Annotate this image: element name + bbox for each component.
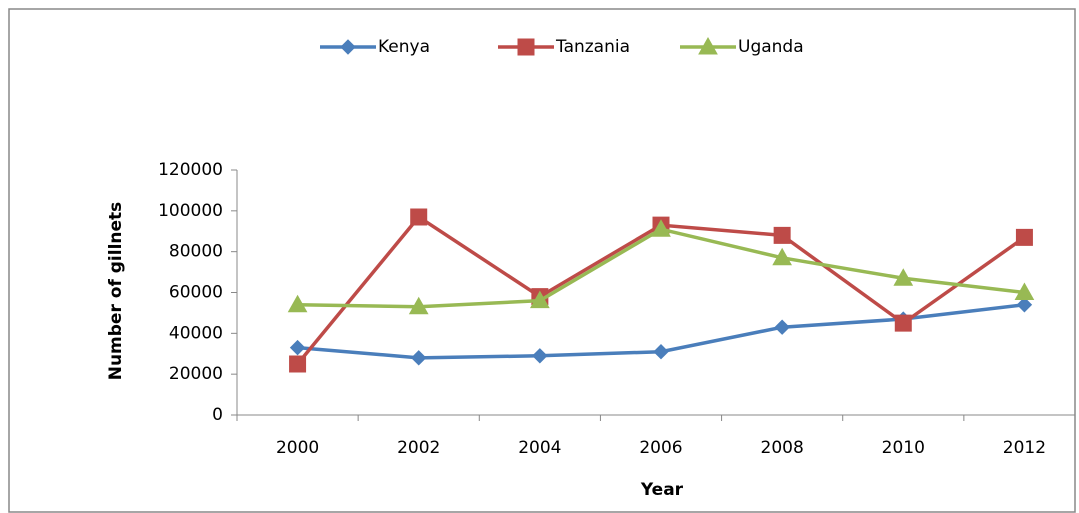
y-tick-label: 100000 xyxy=(158,201,223,221)
y-tick-label: 0 xyxy=(212,405,223,425)
legend-marker xyxy=(340,39,356,55)
data-point xyxy=(1014,282,1035,300)
data-point xyxy=(772,247,792,266)
data-point xyxy=(651,219,671,237)
data-point xyxy=(893,268,914,286)
x-tick-label: 2000 xyxy=(276,438,319,458)
data-point xyxy=(408,296,429,315)
data-point xyxy=(532,348,548,364)
legend-label: Kenya xyxy=(378,37,430,57)
y-tick-label: 60000 xyxy=(169,283,223,303)
y-tick-label: 20000 xyxy=(169,364,223,384)
data-point xyxy=(773,226,791,244)
data-point xyxy=(289,355,307,373)
data-point xyxy=(1015,228,1033,246)
data-point xyxy=(894,314,912,332)
x-tick-label: 2010 xyxy=(882,438,925,458)
data-point xyxy=(287,294,308,313)
x-tick-label: 2012 xyxy=(1003,438,1046,458)
data-point xyxy=(289,339,306,356)
y-tick-label: 40000 xyxy=(169,323,223,343)
data-point xyxy=(410,208,428,226)
y-axis-title: Number of gillnets xyxy=(106,202,126,381)
data-point xyxy=(1016,297,1033,313)
x-axis-title: Year xyxy=(640,480,684,500)
x-tick-label: 2008 xyxy=(761,438,804,458)
data-point xyxy=(411,350,427,366)
chart-frame xyxy=(8,8,1076,513)
x-tick-label: 2004 xyxy=(518,438,561,458)
data-point xyxy=(530,290,550,309)
legend-label: Uganda xyxy=(738,37,804,57)
legend-label: Tanzania xyxy=(555,37,630,57)
y-tick-label: 120000 xyxy=(158,160,223,180)
data-point xyxy=(653,344,669,360)
legend-marker xyxy=(517,38,535,56)
x-tick-label: 2002 xyxy=(397,438,440,458)
data-point xyxy=(774,319,790,335)
y-tick-label: 80000 xyxy=(169,242,223,262)
x-tick-label: 2006 xyxy=(639,438,682,458)
legend-marker xyxy=(698,36,718,55)
